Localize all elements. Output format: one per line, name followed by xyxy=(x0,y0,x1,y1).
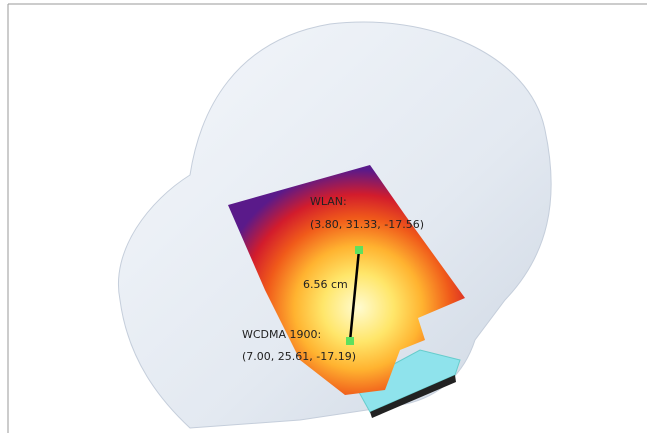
wcdma-coords: (7.00, 25.61, -17.19) xyxy=(242,350,356,363)
wcdma-peak xyxy=(346,337,354,345)
device-base xyxy=(370,375,456,418)
distance-label: 6.56 cm xyxy=(303,278,348,291)
device xyxy=(354,349,461,413)
sar-map xyxy=(228,165,465,395)
wlan-label: WLAN: xyxy=(310,195,347,208)
distance-line xyxy=(348,249,361,342)
wlan-peak xyxy=(355,246,363,254)
wlan-coords: (3.80, 31.33, -17.56) xyxy=(310,218,424,231)
wcdma-label: WCDMA 1900: xyxy=(242,328,321,341)
